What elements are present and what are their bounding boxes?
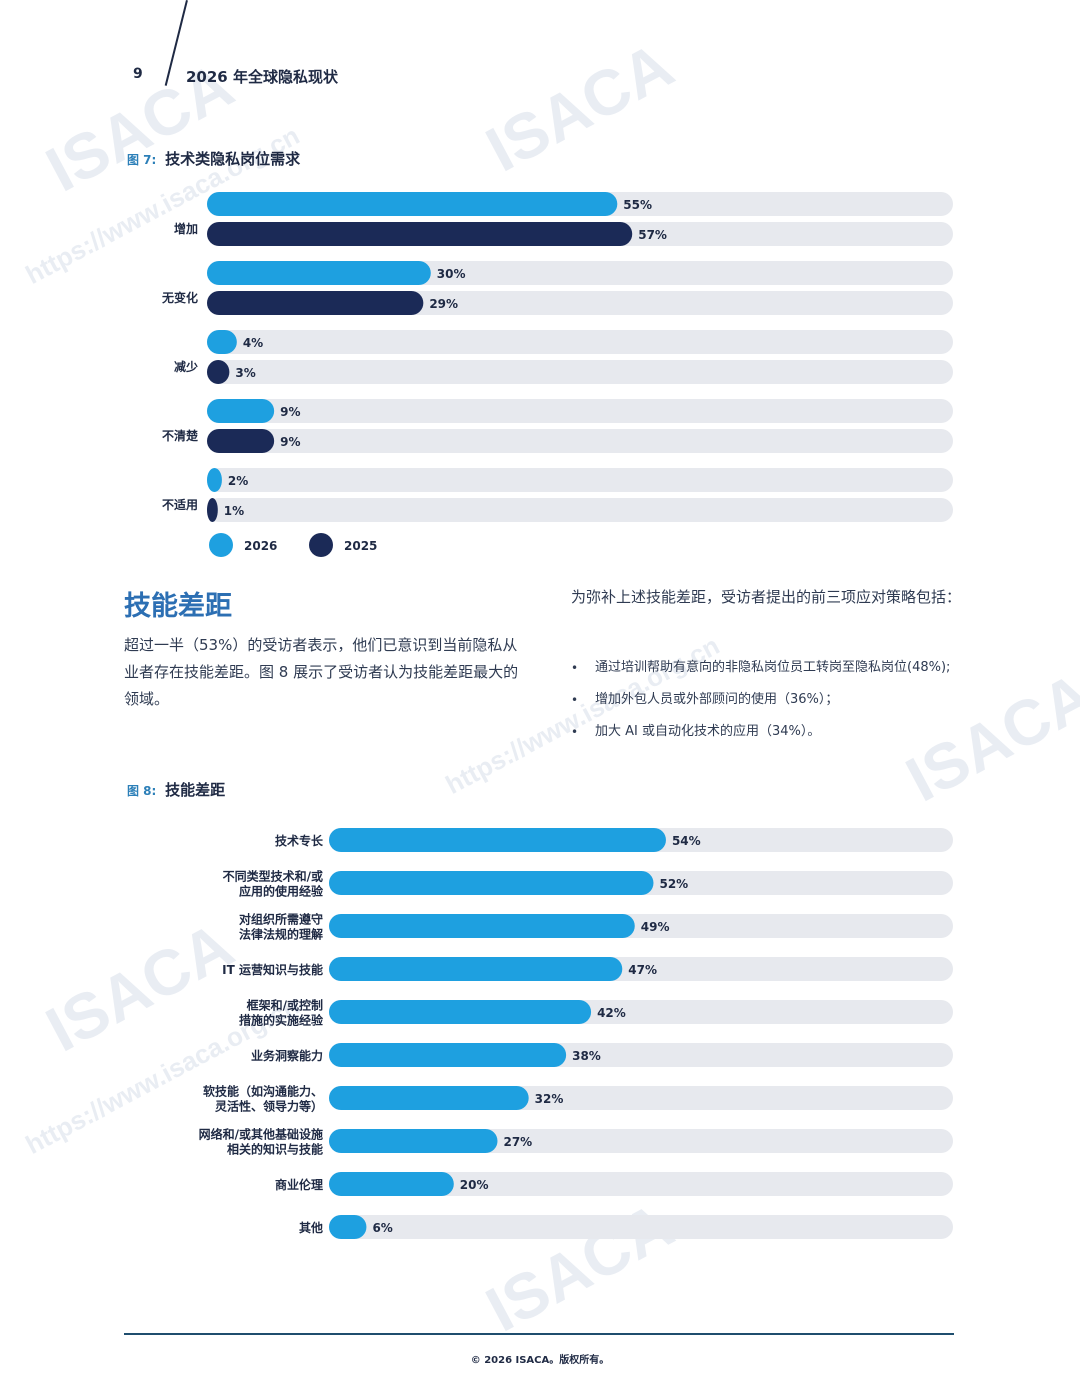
data-label: 27%	[503, 1135, 532, 1149]
data-label: 1%	[224, 504, 244, 518]
data-label: 9%	[280, 405, 300, 419]
bar-2025	[207, 222, 633, 246]
bar	[329, 914, 635, 938]
data-label: 55%	[623, 198, 652, 212]
figure7-number: 图 7:	[127, 153, 157, 167]
bar-2026	[207, 192, 618, 216]
data-label: 4%	[243, 336, 263, 350]
bar	[329, 871, 654, 895]
strategy-item: 加大 AI 或自动化技术的应用（34%）。	[571, 718, 971, 750]
category-label: 不同类型技术和/或	[223, 869, 323, 884]
figure7-title: 技术类隐私岗位需求	[165, 150, 301, 168]
category-label: 网络和/或其他基础设施	[199, 1127, 323, 1142]
category-label: 灵活性、领导力等）	[215, 1099, 323, 1114]
bar-track	[207, 468, 953, 492]
section-paragraph: 超过一半（53%）的受访者表示，他们已意识到当前隐私从业者存在技能差距。图 8 …	[124, 636, 519, 708]
category-label: 应用的使用经验	[239, 884, 324, 899]
data-label: 42%	[597, 1006, 626, 1020]
bar-2025	[207, 291, 424, 315]
bar	[329, 957, 623, 981]
bar-2026	[207, 261, 431, 285]
data-label: 20%	[460, 1178, 489, 1192]
watermark-text: ISACA	[474, 28, 685, 186]
running-title: 2026 年全球隐私现状	[186, 68, 338, 86]
footer-copyright: © 2026 ISACA。版权所有。	[470, 1355, 610, 1366]
category-label: 增加	[174, 221, 198, 236]
legend-label: 2026	[244, 539, 277, 553]
category-label: 不适用	[162, 497, 198, 512]
bar-2025	[207, 360, 230, 384]
bar-track	[207, 330, 953, 354]
data-label: 6%	[372, 1221, 392, 1235]
data-label: 38%	[572, 1049, 601, 1063]
figure7-chart: 55% 57% 增加 30% 29% 无变化 4% 3% 减少 9% 9% 不清楚 2% 1% 不适用 202…	[161, 192, 953, 557]
bar	[329, 828, 666, 852]
category-label: 不清楚	[162, 428, 199, 443]
data-label: 52%	[659, 877, 688, 891]
category-label: 技术专长	[275, 833, 324, 848]
category-label: 减少	[174, 359, 198, 374]
figure8-title: 技能差距	[165, 781, 226, 799]
bar-2026	[207, 468, 222, 492]
bar-track	[329, 1172, 953, 1196]
data-label: 30%	[437, 267, 466, 281]
bar-track	[329, 1215, 953, 1239]
legend-swatch	[309, 533, 333, 557]
footer-rule	[124, 1333, 954, 1335]
category-label: 其他	[299, 1220, 323, 1235]
bar-2025	[207, 429, 275, 453]
bar	[329, 1086, 529, 1110]
bar-track	[207, 399, 953, 423]
category-label: IT 运营知识与技能	[222, 962, 323, 977]
section-heading: 技能差距	[124, 591, 232, 622]
figure8-label: 图 8: 技能差距	[127, 779, 225, 800]
category-label: 业务洞察能力	[251, 1048, 323, 1063]
legend-label: 2025	[344, 539, 377, 553]
data-label: 2%	[228, 474, 248, 488]
data-label: 47%	[628, 963, 657, 977]
bar	[329, 1000, 592, 1024]
legend-swatch	[209, 533, 233, 557]
bar	[329, 1043, 567, 1067]
bar	[329, 1172, 454, 1196]
figure8-number: 图 8:	[127, 784, 157, 798]
data-label: 29%	[429, 297, 458, 311]
bar-2026	[207, 399, 275, 423]
strategy-item: 通过培训帮助有意向的非隐私岗位员工转岗至隐私岗位(48%);	[571, 654, 971, 686]
header-slash-divider	[164, 0, 188, 86]
figure7-label: 图 7: 技术类隐私岗位需求	[127, 148, 300, 169]
bar-2026	[207, 330, 237, 354]
bar-2025	[207, 498, 218, 522]
data-label: 54%	[672, 834, 701, 848]
data-label: 49%	[641, 920, 670, 934]
page-number: 9	[133, 66, 143, 82]
data-label: 57%	[638, 228, 667, 242]
category-label: 框架和/或控制	[247, 998, 323, 1013]
bar	[329, 1129, 498, 1153]
strategies-intro: 为弥补上述技能差距，受访者提出的前三项应对策略包括：	[571, 588, 962, 606]
data-label: 3%	[235, 366, 255, 380]
category-label: 法律法规的理解	[239, 927, 323, 942]
category-label: 措施的实施经验	[239, 1013, 324, 1028]
category-label: 软技能（如沟通能力、	[203, 1084, 323, 1099]
bar	[329, 1215, 367, 1239]
bar-track	[207, 498, 953, 522]
category-label: 商业伦理	[275, 1177, 323, 1192]
category-label: 相关的知识与技能	[227, 1142, 323, 1157]
category-label: 无变化	[161, 290, 198, 305]
strategy-item: 增加外包人员或外部顾问的使用（36%）；	[571, 686, 971, 718]
bar-track	[207, 429, 953, 453]
bar-track	[207, 360, 953, 384]
category-label: 对组织所需遵守	[239, 912, 323, 927]
data-label: 32%	[535, 1092, 564, 1106]
strategies-list: 通过培训帮助有意向的非隐私岗位员工转岗至隐私岗位(48%); 增加外包人员或外部…	[571, 654, 971, 750]
data-label: 9%	[280, 435, 300, 449]
